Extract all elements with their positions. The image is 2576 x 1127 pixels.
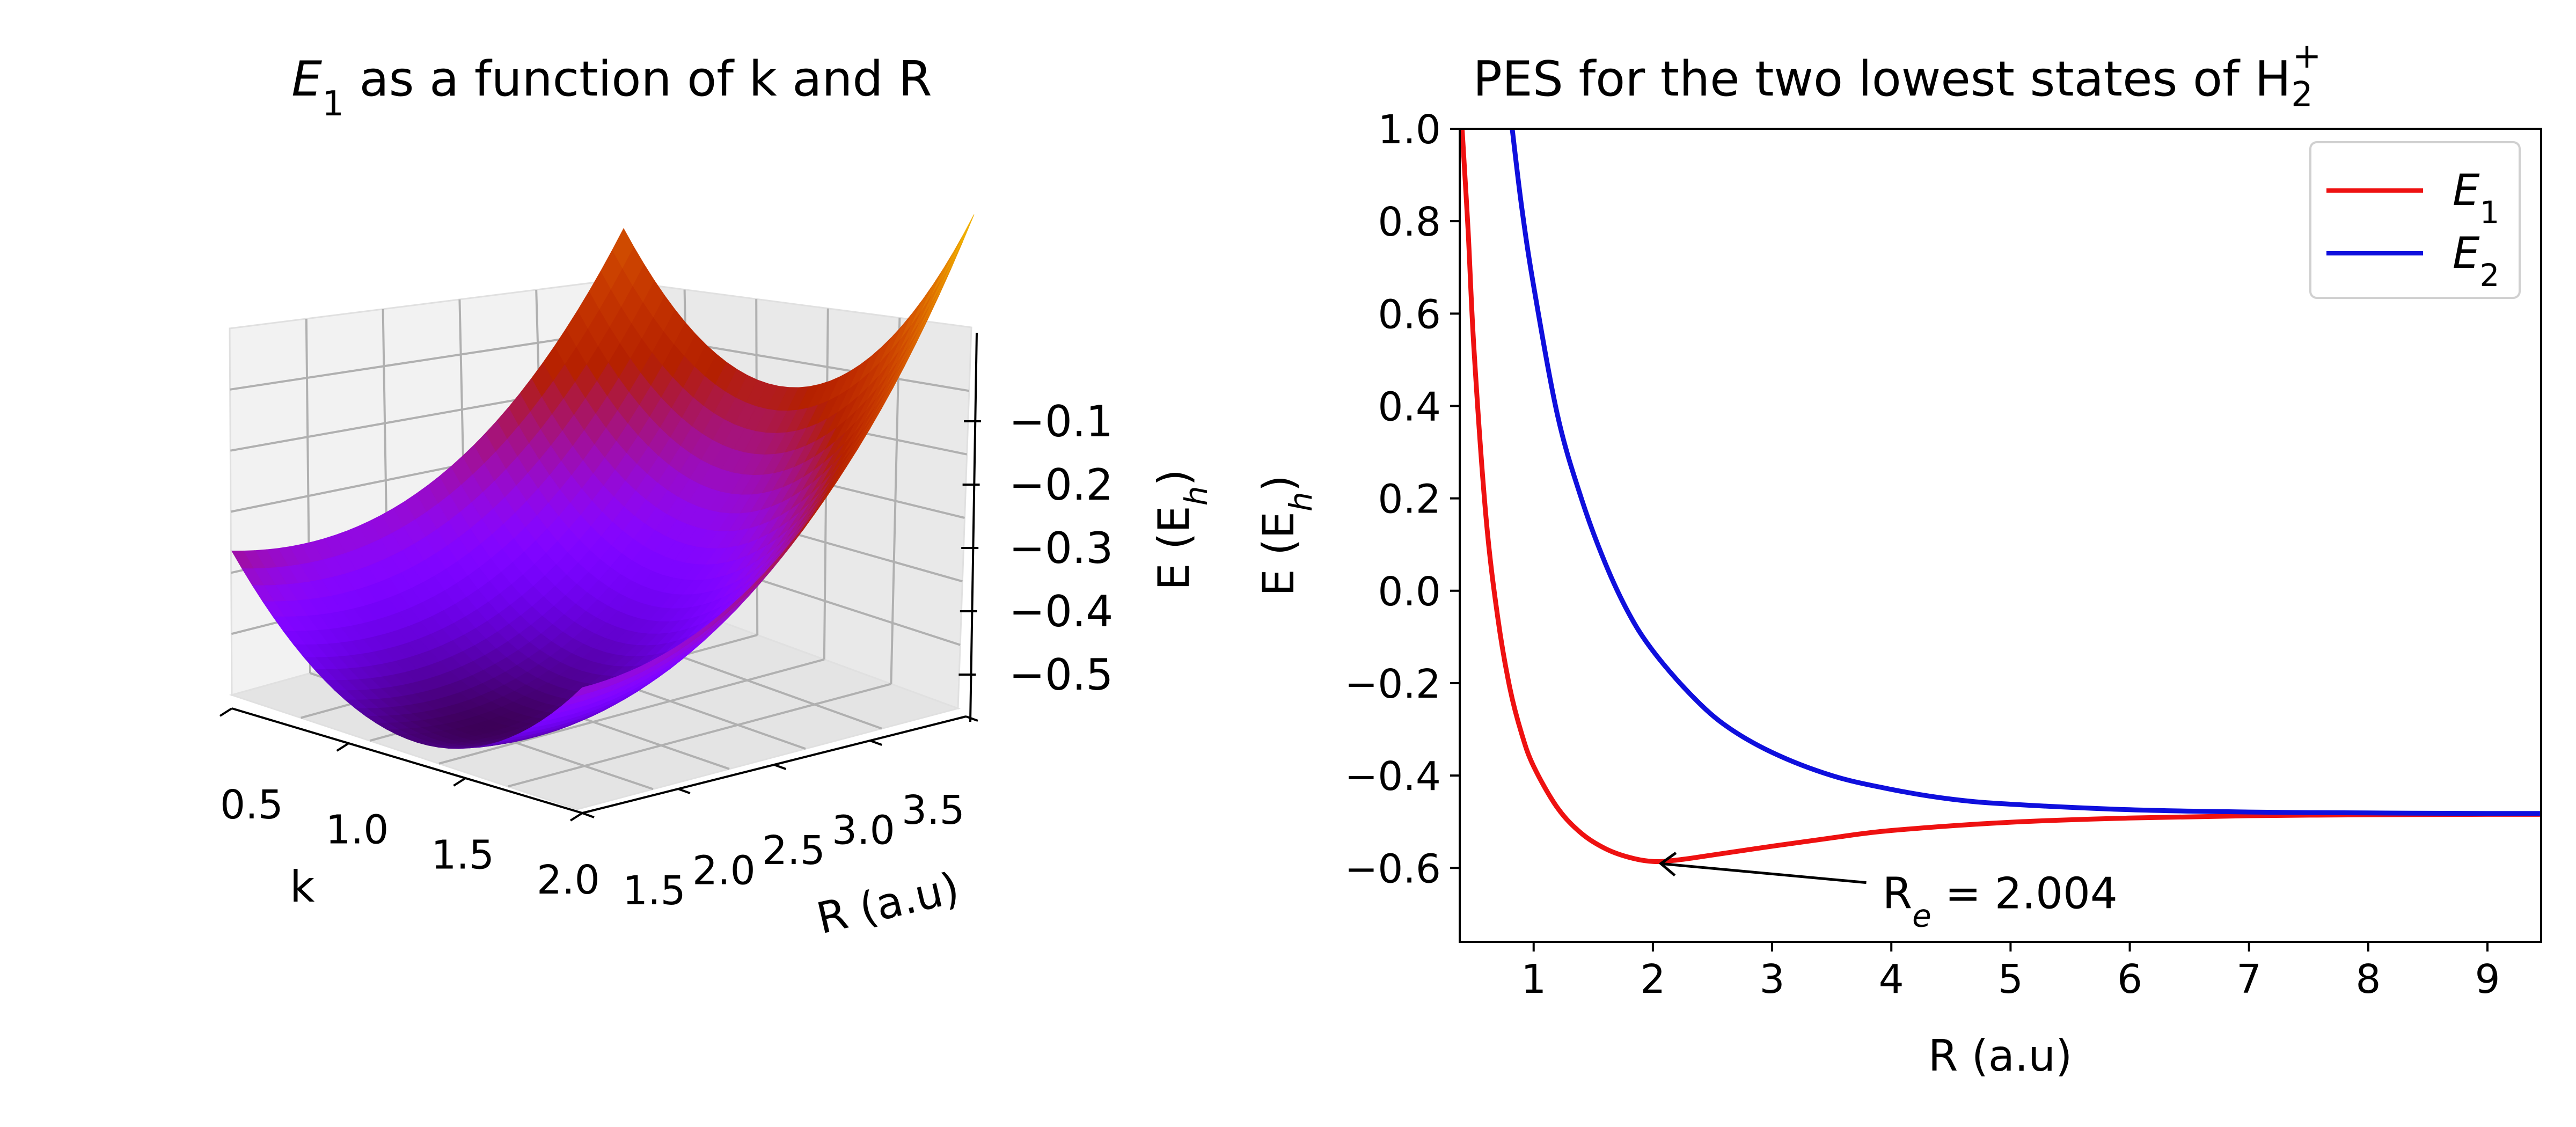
line-series	[1459, 128, 2542, 864]
x-tick-label: 7	[2236, 956, 2262, 1002]
r-tick	[773, 764, 787, 770]
x-axis-label: R (a.u)	[1928, 1031, 2073, 1081]
x-tick-label: 5	[1998, 956, 2023, 1002]
r-tick-label: 3.5	[902, 787, 965, 833]
r-tick-label: 3.0	[832, 808, 895, 854]
k-tick	[453, 777, 466, 787]
r-tick-label: 2.0	[692, 848, 756, 894]
surface-facet	[930, 261, 953, 305]
x-tick-label: 2	[1640, 956, 1665, 1002]
e-axis-label: E (Eh)	[1149, 469, 1214, 590]
e-tick-label: −0.4	[1009, 587, 1113, 636]
k-tick-label: 0.5	[220, 782, 283, 828]
series-line-e1	[1459, 128, 2542, 864]
gridline	[438, 658, 825, 765]
y-tick-label: 0.6	[1378, 291, 1441, 338]
y-tick-label: 0.4	[1378, 384, 1441, 430]
annotation-text: Re = 2.004	[1883, 869, 2118, 934]
surface-mesh	[231, 214, 975, 749]
series-line-e2	[1510, 128, 2542, 816]
k-tick	[336, 742, 349, 752]
x-tick-label: 4	[1879, 956, 1904, 1002]
k-tick	[219, 707, 233, 717]
k-tick-label: 1.0	[326, 807, 389, 853]
e-tick-label: −0.3	[1009, 523, 1113, 573]
x-tick-label: 1	[1521, 956, 1546, 1002]
line-plot: PES for the two lowest states of H2+ 1 2 3…	[1254, 36, 2542, 1081]
gridline	[507, 683, 891, 788]
x-tick-label: 9	[2475, 956, 2500, 1002]
surface-facet	[941, 233, 964, 280]
y-tick-label: 0.2	[1378, 477, 1441, 523]
legend-box	[2309, 141, 2521, 299]
surface-facet	[952, 214, 975, 261]
surface-facet	[940, 241, 963, 288]
r-tick	[678, 788, 691, 794]
r-tick	[582, 812, 595, 818]
k-tick-label: 1.5	[431, 832, 494, 878]
annotation-arrowhead	[1658, 852, 1677, 877]
k-axis-label: k	[290, 862, 315, 912]
annotation-arrow	[1660, 862, 1867, 884]
surface-facet	[931, 252, 954, 296]
e-axis-line	[969, 332, 978, 722]
surface-title: E1 as a function of k and R	[291, 51, 932, 124]
k-tick	[569, 812, 583, 822]
r-tick-label: 1.5	[623, 868, 686, 914]
e-tick-label: −0.5	[1009, 650, 1113, 700]
y-axis-label: E (Eh)	[1254, 475, 1319, 596]
line-title: PES for the two lowest states of H2+	[1473, 36, 2322, 115]
r-tick	[869, 740, 882, 746]
y-tick-label: 0.0	[1378, 569, 1441, 615]
y-tick-label: 0.8	[1378, 199, 1441, 245]
k-axis-line	[231, 707, 583, 814]
legend-label-e2: E2	[2453, 228, 2499, 294]
y-tick-label: −0.2	[1344, 661, 1441, 707]
plot-frame	[1459, 128, 2542, 943]
y-tick-label: −0.6	[1344, 846, 1441, 892]
re-annotation: Re = 2.004	[1658, 852, 2118, 934]
r-axis-label: R (a.u)	[812, 862, 964, 943]
y-tick-label: −0.4	[1344, 753, 1441, 800]
y-tick-label: 1.0	[1378, 107, 1441, 153]
x-tick-label: 3	[1760, 956, 1785, 1002]
legend: E1 E2	[2309, 141, 2521, 299]
surface-ticks: 0.51.01.52.0 1.5 2.0 2.5 3.0 3.5−0.1−0.2−0.3−…	[219, 397, 1113, 914]
r-tick	[965, 715, 978, 722]
e-tick-label: −0.2	[1009, 460, 1113, 510]
k-tick-label: 2.0	[537, 857, 600, 903]
e-tick-label: −0.1	[1009, 397, 1113, 447]
legend-label-e1: E1	[2453, 165, 2499, 231]
x-tick-label: 6	[2117, 956, 2142, 1002]
surface-plot: E1 as a function of k and R 0.51.01.52.0…	[219, 51, 1214, 944]
surface-facet	[572, 684, 594, 698]
line-ticks: 1 2 3 4 5 6 7 8 9 1.0 0.8 0.6 0.4 0.2 0.0 −0.2 −0.4 −0.6	[1344, 107, 2500, 1002]
r-tick-label: 2.5	[762, 828, 825, 874]
x-tick-label: 8	[2355, 956, 2381, 1002]
